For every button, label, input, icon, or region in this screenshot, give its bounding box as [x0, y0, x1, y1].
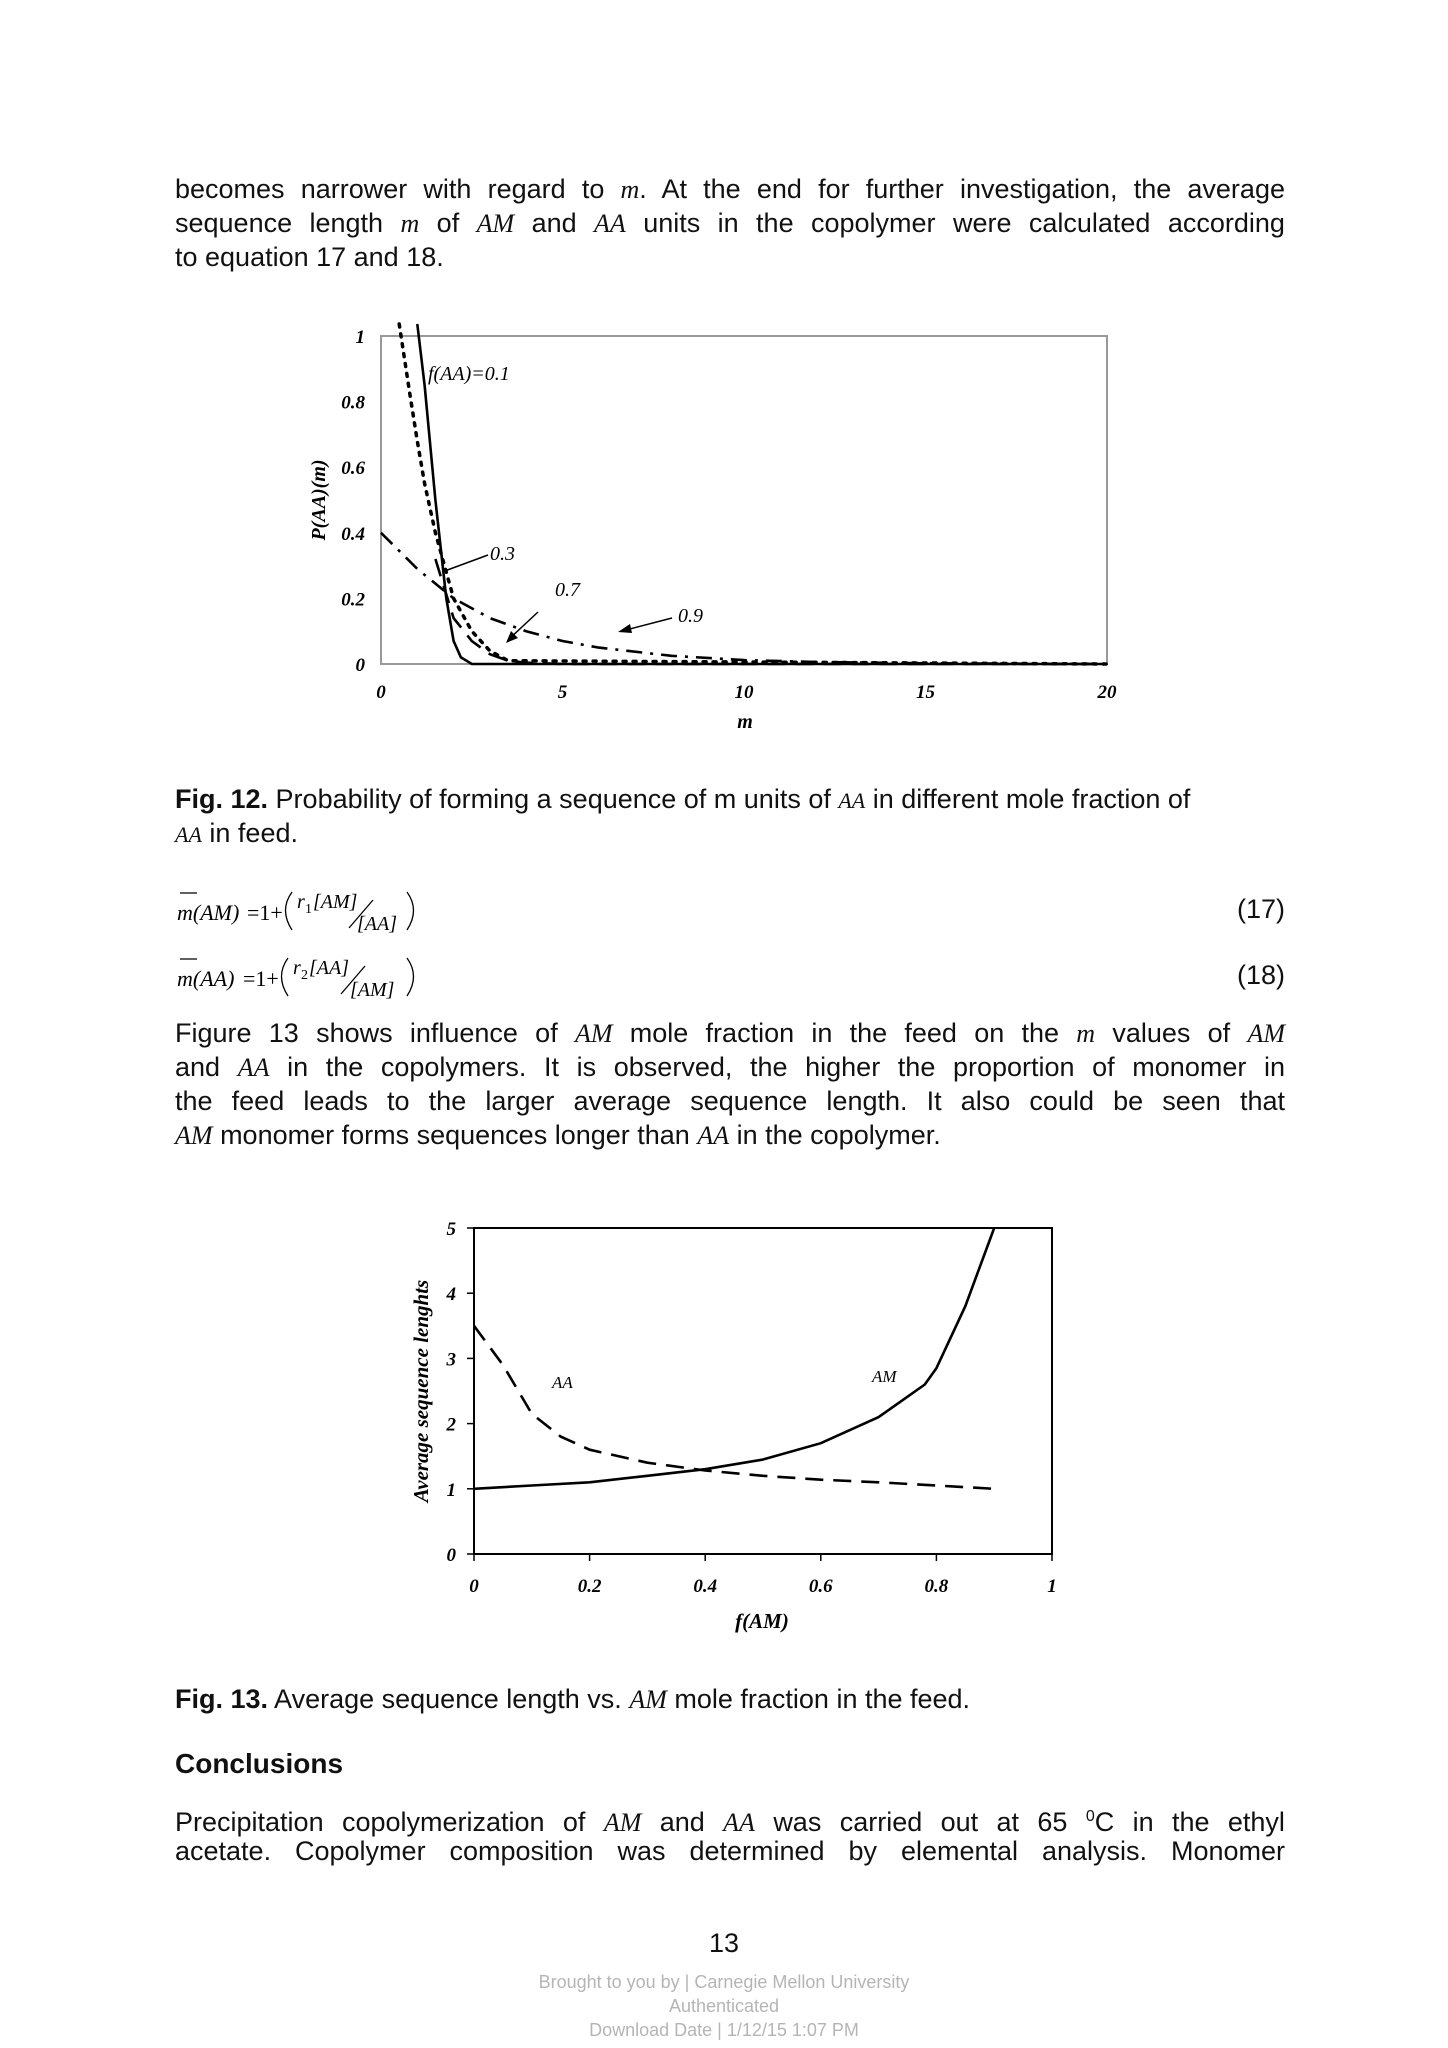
fig13-y-axis-label: Average sequence lenghts: [409, 1280, 433, 1504]
equation-18: m(AA) =1+ r 2 [AA] [AM] (18): [175, 952, 1285, 1002]
fig12-x-tick-label: 10: [735, 682, 755, 703]
fig12-x-axis-label: m: [737, 711, 753, 733]
fig12-series-f-aa-0.1: [416, 323, 1107, 666]
figure-13-caption: Fig. 13. Average sequence length vs. AM …: [175, 1684, 971, 1714]
equation-17-number: (17): [1236, 894, 1285, 924]
equation-18-number: (18): [1236, 960, 1285, 990]
fig12-annotation-0.1: f(AA)=0.1: [428, 363, 510, 385]
fig12-plot-frame: [380, 335, 1108, 665]
fig13-y-tick-label: 2: [446, 1415, 457, 1436]
fig12-x-tick-label: 20: [1097, 682, 1118, 703]
paragraph-2-line-3: the feed leads to the larger average seq…: [175, 1086, 1285, 1116]
fig12-arrowhead-0.7: [506, 631, 518, 643]
svg-text:2: 2: [301, 968, 308, 983]
fig12-y-tick-label: 0.2: [341, 589, 365, 610]
fig13-x-tick-label: 0: [469, 1576, 479, 1597]
fig12-series-0.7: [434, 558, 1107, 666]
svg-text:[AM]: [AM]: [313, 891, 357, 913]
fig12-x-tick-label: 5: [558, 682, 568, 703]
fig13-x-tick-label: 0.6: [809, 1576, 833, 1597]
fig13-y-tick-label: 0: [447, 1545, 457, 1566]
fig13-series-label-aa: AA: [551, 1373, 573, 1392]
footer-line-1: Brought to you by | Carnegie Mellon Univ…: [538, 1972, 910, 1992]
fig13-series-label-am: AM: [871, 1367, 897, 1386]
fig12-arrowhead-0.9: [618, 624, 632, 633]
fig13-x-tick-label: 0.2: [578, 1576, 602, 1597]
fig13-x-tick-label: 1: [1047, 1576, 1057, 1597]
svg-text:[AM]: [AM]: [350, 979, 394, 1001]
svg-text:r: r: [293, 957, 301, 979]
conclusions-heading: Conclusions: [175, 1748, 344, 1779]
fig13-series-aa: [472, 1325, 995, 1491]
figure-13-chart: 0 0.2 0.4 0.6 0.8 1 0 1 2 3 4 5 f(AM) Average seque…: [409, 1219, 1057, 1633]
fig12-y-axis-label: P(AA)(m): [308, 459, 330, 541]
fig12-y-tick-label: 0.6: [341, 458, 365, 479]
fig13-y-tick-label: 3: [446, 1349, 457, 1370]
fig13-y-tick-label: 4: [446, 1284, 457, 1305]
svg-text:[AA]: [AA]: [309, 957, 349, 979]
paragraph-1-line-3: to equation 17 and 18.: [175, 242, 444, 272]
fig13-plot-frame: [473, 1227, 1053, 1555]
fig12-y-tick-label: 0.8: [341, 393, 365, 414]
fig12-y-tick-label: 0.4: [341, 524, 365, 545]
fig13-series-am: [473, 1227, 996, 1491]
fig12-annotation-0.9: 0.9: [678, 605, 703, 627]
fig12-annotation-0.3: 0.3: [490, 543, 515, 565]
svg-text:m(AA): m(AA): [177, 966, 234, 991]
fig13-x-tick-label: 0.4: [693, 1576, 717, 1597]
paragraph-1-line-2: sequence length m of AM and AA units in …: [175, 208, 1285, 238]
fig12-arrow-0.3: [441, 554, 489, 573]
fig13-y-tick-label: 5: [447, 1219, 457, 1240]
fig12-y-tick-label: 1: [356, 327, 366, 348]
footer-line-2: Authenticated: [668, 1996, 780, 2016]
conclusions-line-1: Precipitation copolymerization of AM and…: [175, 1807, 1285, 1837]
svg-text:=1+: =1+: [243, 966, 279, 991]
footer-line-3: Download Date | 1/12/15 1:07 PM: [589, 2020, 859, 2040]
figure-12-chart: 0 5 10 15 20 0 0.2 0.4 0.6 0.8 1 m P(AA)(m) f(AA)=…: [308, 322, 1118, 733]
conclusions-line-2: acetate. Copolymer composition was deter…: [175, 1836, 1285, 1866]
paragraph-2-line-4: AM monomer forms sequences longer than A…: [175, 1120, 941, 1150]
equation-18-formula: m(AA) =1+ r 2 [AA] [AM]: [177, 957, 415, 1001]
paragraph-2-line-2: and AA in the copolymers. It is observed…: [175, 1052, 1285, 1082]
equation-17: m(AM) =1+ r 1 [AM] [AA] (17): [175, 886, 1285, 936]
svg-text:m(AM): m(AM): [177, 900, 239, 925]
fig12-x-tick-label: 0: [376, 682, 386, 703]
fig13-x-axis-label: f(AM): [735, 1609, 789, 1633]
fig12-y-tick-label: 0: [356, 655, 366, 676]
fig12-annotation-0.7: 0.7: [555, 579, 581, 601]
equation-17-formula: m(AM) =1+ r 1 [AM] [AA]: [177, 891, 415, 935]
svg-text:[AA]: [AA]: [357, 913, 397, 935]
svg-text:=1+: =1+: [247, 900, 283, 925]
paragraph-1-line-1: becomes narrower with regard to m. At th…: [175, 174, 1285, 204]
figure-12-caption-line-1: Fig. 12. Probability of forming a sequen…: [175, 784, 1191, 814]
fig12-x-tick-label: 15: [916, 682, 936, 703]
fig12-series-0.3: [397, 322, 1109, 666]
svg-text:1: 1: [305, 902, 312, 917]
figure-12-caption-line-2: AA in feed.: [175, 818, 298, 848]
fig13-x-tick-label: 0.8: [925, 1576, 949, 1597]
fig13-y-tick-label: 1: [447, 1480, 457, 1501]
paragraph-2-line-1: Figure 13 shows influence of AM mole fra…: [175, 1018, 1285, 1048]
svg-text:r: r: [297, 891, 305, 913]
page-number: 13: [708, 1928, 740, 1958]
